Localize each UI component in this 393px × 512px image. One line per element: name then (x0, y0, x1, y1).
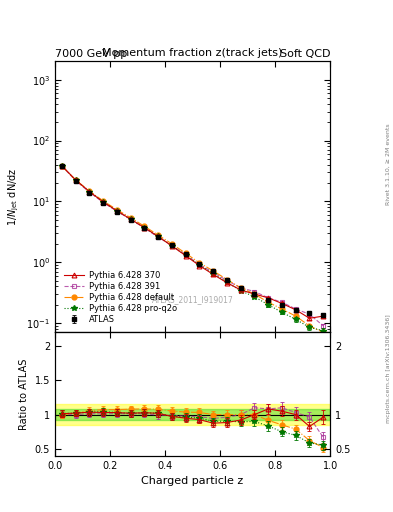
Pythia 6.428 default (73, 177, 78, 183)
Pythia 6.428 391 (129, 217, 133, 223)
Pythia 6.428 391 (266, 295, 271, 301)
Pythia 6.428 391 (197, 261, 202, 267)
Pythia 6.428 pro-q2o (60, 163, 64, 169)
Pythia 6.428 default (293, 313, 298, 319)
Pythia 6.428 pro-q2o (197, 262, 202, 268)
Pythia 6.428 391 (87, 189, 92, 195)
Pythia 6.428 370 (101, 199, 105, 205)
Text: Rivet 3.1.10, ≥ 2M events: Rivet 3.1.10, ≥ 2M events (386, 123, 391, 205)
Pythia 6.428 370 (60, 163, 64, 169)
Pythia 6.428 pro-q2o (101, 199, 105, 205)
Pythia 6.428 370 (115, 208, 119, 214)
Pythia 6.428 default (156, 232, 161, 238)
Pythia 6.428 370 (280, 301, 285, 307)
Pythia 6.428 391 (280, 299, 285, 305)
Pythia 6.428 pro-q2o (307, 324, 312, 330)
Text: ATLAS_2011_I919017: ATLAS_2011_I919017 (152, 295, 233, 305)
Pythia 6.428 pro-q2o (252, 294, 257, 300)
Line: Pythia 6.428 370: Pythia 6.428 370 (59, 163, 326, 321)
Pythia 6.428 391 (156, 234, 161, 240)
Pythia 6.428 391 (252, 288, 257, 294)
Pythia 6.428 370 (307, 315, 312, 322)
Pythia 6.428 default (307, 323, 312, 329)
Pythia 6.428 370 (184, 252, 188, 259)
Pythia 6.428 391 (293, 306, 298, 312)
Pythia 6.428 370 (170, 243, 174, 249)
Pythia 6.428 pro-q2o (321, 328, 326, 334)
Pythia 6.428 default (87, 188, 92, 194)
Pythia 6.428 391 (60, 163, 64, 169)
Pythia 6.428 default (252, 291, 257, 297)
Pythia 6.428 default (129, 215, 133, 221)
Pythia 6.428 default (239, 285, 243, 291)
Text: mcplots.cern.ch [arXiv:1306.3436]: mcplots.cern.ch [arXiv:1306.3436] (386, 314, 391, 423)
Pythia 6.428 391 (170, 243, 174, 249)
Pythia 6.428 pro-q2o (239, 288, 243, 294)
Pythia 6.428 default (280, 306, 285, 312)
Pythia 6.428 370 (293, 307, 298, 313)
Pythia 6.428 391 (321, 323, 326, 329)
Pythia 6.428 391 (239, 285, 243, 291)
Pythia 6.428 pro-q2o (280, 309, 285, 315)
Pythia 6.428 370 (87, 188, 92, 195)
Pythia 6.428 pro-q2o (73, 177, 78, 183)
Pythia 6.428 370 (211, 271, 216, 278)
Line: Pythia 6.428 default: Pythia 6.428 default (59, 164, 326, 335)
Pythia 6.428 370 (321, 313, 326, 319)
Title: Momentum fraction z(track jets): Momentum fraction z(track jets) (103, 48, 283, 58)
Pythia 6.428 pro-q2o (293, 316, 298, 323)
Pythia 6.428 370 (239, 287, 243, 293)
Pythia 6.428 default (211, 268, 216, 274)
Pythia 6.428 pro-q2o (170, 243, 174, 249)
Pythia 6.428 370 (73, 177, 78, 183)
Pythia 6.428 370 (197, 263, 202, 269)
Pythia 6.428 370 (252, 291, 257, 297)
Pythia 6.428 pro-q2o (87, 188, 92, 195)
Pythia 6.428 pro-q2o (142, 225, 147, 231)
Pythia 6.428 pro-q2o (115, 208, 119, 214)
Pythia 6.428 default (197, 260, 202, 266)
Text: Soft QCD: Soft QCD (280, 49, 330, 59)
Y-axis label: $1/N_\mathrm{jet}$ dN/dz: $1/N_\mathrm{jet}$ dN/dz (6, 168, 21, 226)
Pythia 6.428 pro-q2o (184, 252, 188, 259)
Y-axis label: Ratio to ATLAS: Ratio to ATLAS (19, 358, 29, 430)
Pythia 6.428 391 (184, 252, 188, 258)
Pythia 6.428 default (142, 223, 147, 229)
Pythia 6.428 391 (101, 199, 105, 205)
Pythia 6.428 pro-q2o (156, 233, 161, 240)
Pythia 6.428 391 (307, 311, 312, 317)
X-axis label: Charged particle z: Charged particle z (141, 476, 244, 486)
Pythia 6.428 391 (142, 225, 147, 231)
Pythia 6.428 default (170, 241, 174, 247)
Pythia 6.428 370 (129, 216, 133, 222)
Legend: Pythia 6.428 370, Pythia 6.428 391, Pythia 6.428 default, Pythia 6.428 pro-q2o, : Pythia 6.428 370, Pythia 6.428 391, Pyth… (62, 269, 178, 326)
Pythia 6.428 391 (225, 278, 230, 284)
Pythia 6.428 default (225, 276, 230, 283)
Pythia 6.428 370 (156, 233, 161, 240)
Line: Pythia 6.428 391: Pythia 6.428 391 (59, 164, 326, 328)
Pythia 6.428 default (266, 299, 271, 305)
Pythia 6.428 pro-q2o (225, 279, 230, 285)
Pythia 6.428 391 (115, 208, 119, 215)
Pythia 6.428 default (321, 329, 326, 335)
Text: 7000 GeV pp: 7000 GeV pp (55, 49, 127, 59)
Pythia 6.428 391 (211, 269, 216, 275)
Pythia 6.428 default (184, 250, 188, 257)
Pythia 6.428 370 (225, 280, 230, 286)
Pythia 6.428 370 (266, 295, 271, 301)
Pythia 6.428 370 (142, 225, 147, 231)
Pythia 6.428 default (101, 198, 105, 204)
Pythia 6.428 default (115, 207, 119, 213)
Pythia 6.428 default (60, 163, 64, 169)
Pythia 6.428 pro-q2o (266, 302, 271, 308)
Pythia 6.428 391 (73, 178, 78, 184)
Line: Pythia 6.428 pro-q2o: Pythia 6.428 pro-q2o (59, 163, 326, 333)
Pythia 6.428 pro-q2o (129, 216, 133, 222)
Pythia 6.428 pro-q2o (211, 270, 216, 276)
